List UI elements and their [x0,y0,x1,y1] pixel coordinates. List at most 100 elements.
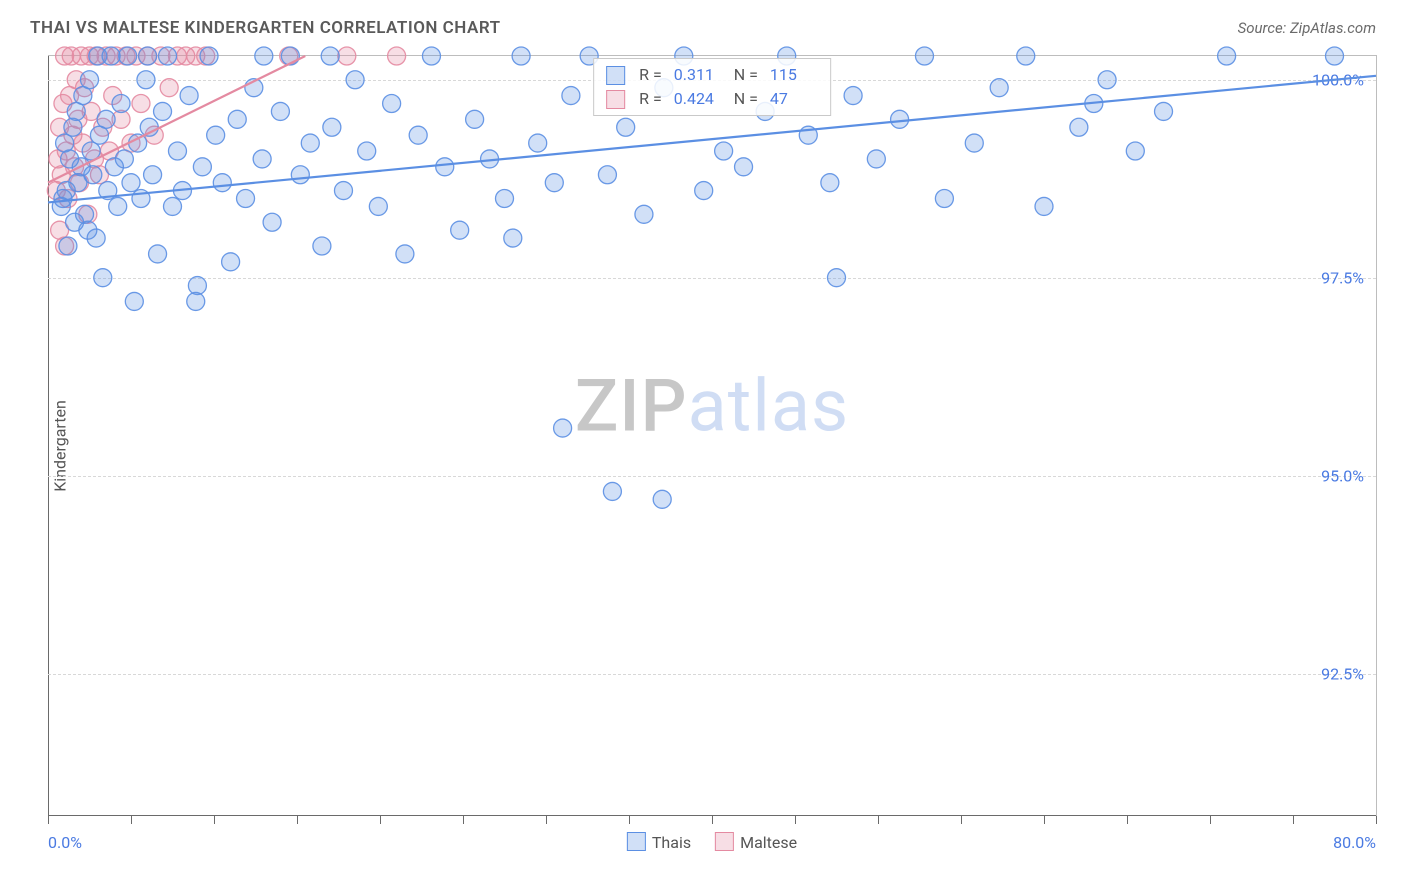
data-point [207,126,225,144]
x-tick [712,816,713,824]
data-point [735,158,753,176]
x-tick [1044,816,1045,824]
data-point [1218,47,1236,65]
x-tick [380,816,381,824]
chart-title: THAI VS MALTESE KINDERGARTEN CORRELATION… [30,18,501,38]
data-point [504,229,522,247]
data-point [436,158,454,176]
data-point [1126,142,1144,160]
data-point [122,174,140,192]
data-point [125,292,143,310]
data-point [137,71,155,89]
data-point [81,71,99,89]
scatter-plot: ZIPatlas R = 0.311 N = 115 R = 0.424 N =… [48,55,1377,816]
data-point [867,150,885,168]
maltese-swatch-icon [606,90,625,109]
data-point [323,118,341,136]
data-point [200,47,218,65]
data-point [1035,197,1053,215]
legend-item-thais: Thais [627,832,691,852]
data-point [1070,118,1088,136]
x-tick [1376,816,1377,824]
data-point [154,102,172,120]
data-point [338,47,356,65]
data-point [222,253,240,271]
data-point [915,47,933,65]
x-tick [48,816,49,824]
x-tick [1210,816,1211,824]
data-point [94,269,112,287]
data-point [84,166,102,184]
thais-swatch-icon [606,66,625,85]
data-point [1155,102,1173,120]
data-point [321,47,339,65]
data-point [149,245,167,263]
x-tick [1127,816,1128,824]
stats-legend: R = 0.311 N = 115 R = 0.424 N = 47 [593,58,831,116]
data-point [253,150,271,168]
x-tick [1293,816,1294,824]
x-tick [297,816,298,824]
thais-swatch-icon [627,832,646,851]
data-point [313,237,331,255]
data-point [653,490,671,508]
data-point [965,134,983,152]
data-point [990,79,1008,97]
data-point [119,47,137,65]
data-point [821,174,839,192]
x-tick [629,816,630,824]
x-max-label: 80.0% [1333,833,1376,852]
data-point [383,95,401,113]
data-point [828,269,846,287]
data-point [1326,47,1344,65]
data-point [562,87,580,105]
series-legend: Thais Maltese [627,832,797,852]
data-point [102,47,120,65]
data-point [346,71,364,89]
stats-row-maltese: R = 0.424 N = 47 [606,87,818,111]
data-point [109,197,127,215]
data-point [213,174,231,192]
data-point [496,190,514,208]
data-point [617,118,635,136]
x-tick [546,816,547,824]
data-point [466,110,484,128]
data-point [396,245,414,263]
data-point [1017,47,1035,65]
data-point [228,110,246,128]
data-point [891,110,909,128]
data-point [409,126,427,144]
data-point [512,47,530,65]
x-tick [795,816,796,824]
data-point [144,166,162,184]
maltese-swatch-icon [715,832,734,851]
data-point [164,197,182,215]
data-point [255,47,273,65]
data-point [598,166,616,184]
data-point [129,134,147,152]
data-point [301,134,319,152]
data-point [193,158,211,176]
data-point [715,142,733,160]
x-min-label: 0.0% [48,833,82,852]
data-point [554,419,572,437]
data-point [388,47,406,65]
stats-row-thais: R = 0.311 N = 115 [606,63,818,87]
data-point [635,205,653,223]
data-point [422,47,440,65]
data-point [168,142,186,160]
data-point [237,190,255,208]
data-point [545,174,563,192]
data-point [132,95,150,113]
data-point [188,277,206,295]
data-point [529,134,547,152]
data-point [263,213,281,231]
data-point [358,142,376,160]
data-point [451,221,469,239]
source-attribution: Source: ZipAtlas.com [1238,19,1376,37]
x-tick [131,816,132,824]
data-point [76,205,94,223]
x-tick [214,816,215,824]
data-point [844,87,862,105]
data-point [603,482,621,500]
